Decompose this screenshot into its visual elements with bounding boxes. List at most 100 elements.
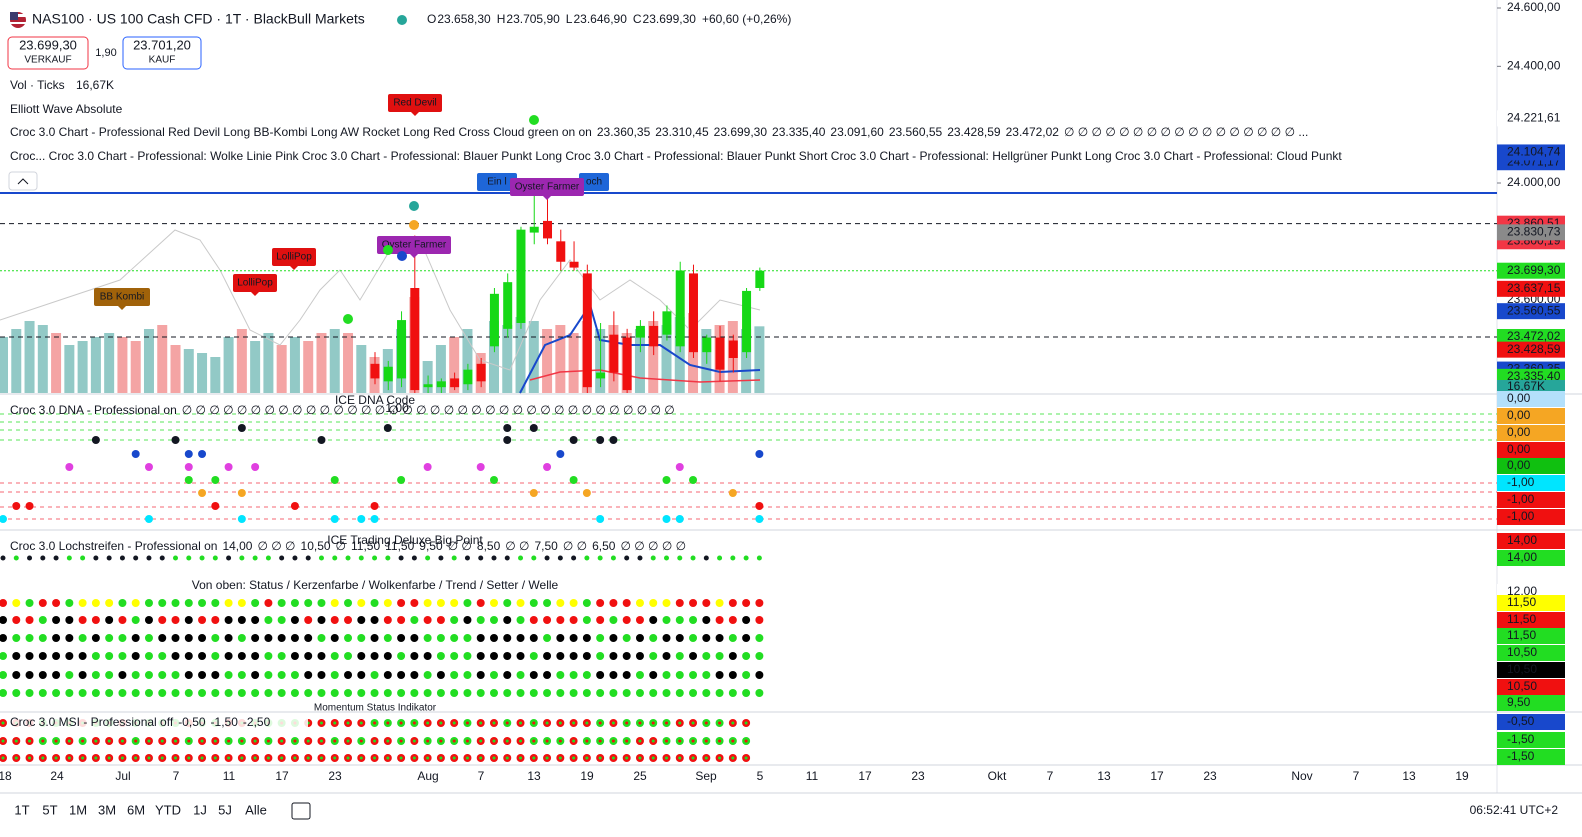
status-dot <box>184 599 193 607</box>
msi-dot-core <box>346 721 350 725</box>
msi-dot-core <box>160 756 164 760</box>
status-dot <box>476 671 485 679</box>
dna-dot <box>25 502 34 510</box>
collapse-button[interactable] <box>8 171 38 191</box>
candle-body <box>370 363 380 379</box>
y-tick-label: 24.400,00 <box>1507 58 1561 72</box>
status-dot <box>105 599 114 607</box>
status-dot <box>224 689 233 697</box>
status-dot <box>755 671 764 679</box>
status-dot <box>277 652 286 660</box>
volume-bar <box>435 345 446 393</box>
loch-dot <box>504 555 510 561</box>
pane-value-bg <box>1497 749 1565 765</box>
msi-dot-core <box>67 756 71 760</box>
range-button[interactable]: 3M <box>98 802 116 817</box>
status-dot <box>702 689 711 697</box>
signal-label: Red Devil <box>393 98 436 109</box>
sell-button[interactable]: 23.699,30 VERKAUF <box>7 36 89 70</box>
dna-dot <box>755 515 764 523</box>
loch-legend: ∅ ∅ ∅ ∅ ∅ <box>620 539 686 553</box>
status-dot <box>582 652 591 660</box>
croc-legend: 23.091,60 <box>830 125 884 139</box>
msi-dot-core <box>187 756 191 760</box>
status-dot <box>65 671 74 679</box>
buy-button[interactable]: 23.701,20 KAUF <box>122 36 202 70</box>
range-button[interactable]: Alle <box>245 802 267 817</box>
msi-legend: -2,50 <box>243 715 271 729</box>
dna-dot <box>383 424 392 432</box>
msi-dot-core <box>306 756 310 760</box>
status-dot <box>25 616 34 624</box>
msi-dot-core <box>585 739 589 743</box>
volume-bar <box>343 333 354 393</box>
status-dot <box>251 689 260 697</box>
x-tick-label: 7 <box>1353 769 1360 783</box>
loch-dot <box>425 555 431 561</box>
pane-value: 0,00 <box>1507 391 1531 405</box>
status-dot <box>277 634 286 642</box>
croc-legend: 23.360,35 <box>597 125 651 139</box>
msi-dot-core <box>412 756 416 760</box>
msi-dot-core <box>120 739 124 743</box>
msi-dot-core <box>439 739 443 743</box>
dna-dot <box>144 463 153 471</box>
x-tick-label: Okt <box>988 769 1007 783</box>
range-button[interactable]: 1J <box>193 802 207 817</box>
range-button[interactable]: 6M <box>127 802 145 817</box>
loch-dot <box>478 555 484 561</box>
dna-dot <box>211 502 220 510</box>
status-dot <box>675 599 684 607</box>
msi-dot-core <box>81 739 85 743</box>
status-dot <box>436 634 445 642</box>
status-dot <box>38 599 47 607</box>
range-button[interactable]: 5J <box>218 802 232 817</box>
dna-dot <box>65 463 74 471</box>
status-dot <box>118 599 127 607</box>
date-picker-icon[interactable] <box>291 802 311 820</box>
status-dot <box>556 689 565 697</box>
dna-dot <box>317 436 326 444</box>
loch-dot <box>212 555 218 561</box>
volume-bar <box>634 329 645 393</box>
status-dot <box>344 689 353 697</box>
range-button[interactable]: YTD <box>155 802 181 817</box>
status-dot <box>171 616 180 624</box>
msi-dot-core <box>718 721 722 725</box>
status-dot <box>131 616 140 624</box>
status-dot <box>742 652 751 660</box>
status-dot <box>622 652 631 660</box>
status-dot <box>370 671 379 679</box>
volume-bar <box>289 337 300 393</box>
dna-dot <box>662 476 671 484</box>
msi-dot-core <box>585 756 589 760</box>
msi-dot-core <box>598 721 602 725</box>
status-dot <box>715 599 724 607</box>
msi-dot-core <box>293 739 297 743</box>
status-dot <box>184 652 193 660</box>
candle-body <box>410 287 420 391</box>
status-dot <box>516 634 525 642</box>
status-dot <box>0 634 7 642</box>
msi-dot-core <box>744 721 748 725</box>
volume-bar <box>754 326 765 393</box>
note: Momentum Status Indikator <box>314 703 437 714</box>
candle-body <box>675 270 685 347</box>
range-button[interactable]: 1T <box>14 802 29 817</box>
status-dot <box>569 652 578 660</box>
range-button[interactable]: 1M <box>69 802 87 817</box>
status-dot <box>476 634 485 642</box>
range-button[interactable]: 5T <box>42 802 57 817</box>
volume-bar <box>356 345 367 393</box>
candle-body <box>489 293 499 347</box>
status-dot <box>609 671 618 679</box>
volume-bar <box>117 337 128 393</box>
status-dot <box>211 634 220 642</box>
status-dot <box>755 634 764 642</box>
msi-dot-core <box>519 756 523 760</box>
status-dot <box>397 652 406 660</box>
msi-dot-core <box>174 739 178 743</box>
loch-dot <box>730 555 736 561</box>
msi-dot-core <box>28 756 32 760</box>
